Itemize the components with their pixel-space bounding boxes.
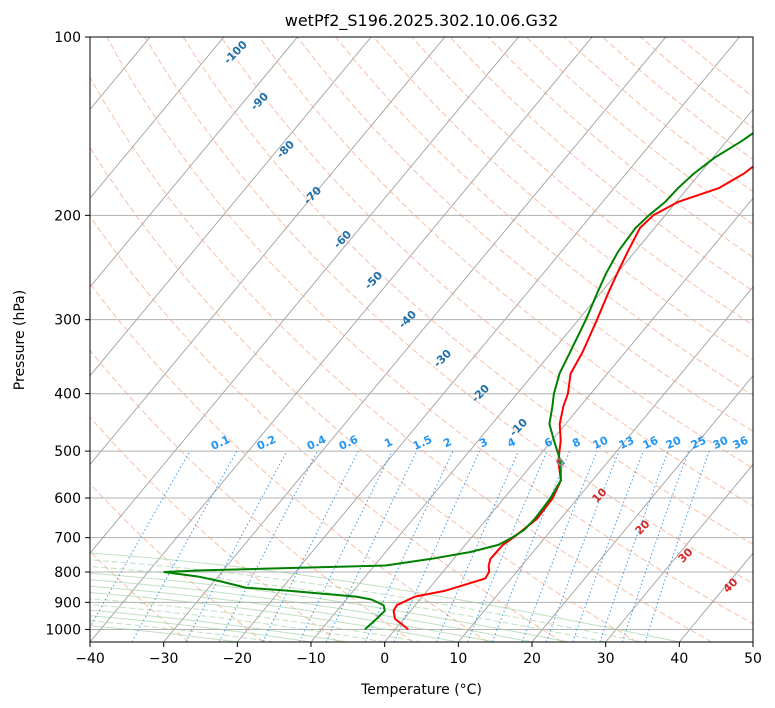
dry-adiabat (90, 483, 264, 642)
x-tick-label: 0 (380, 651, 389, 667)
y-tick-label: 100 (54, 30, 81, 46)
x-tick-label: −30 (149, 651, 179, 667)
isotherm (531, 375, 753, 642)
dry-adiabat (90, 349, 414, 642)
moist-adiabat (90, 604, 385, 642)
mixing-ratio-line (131, 450, 238, 642)
isotherm (0, 37, 3, 642)
y-tick-label: 200 (54, 208, 81, 224)
x-tick-label: −40 (75, 651, 105, 667)
x-tick-label: 10 (449, 651, 467, 667)
isotherm (605, 463, 753, 642)
reference-lines-layer (90, 37, 753, 642)
y-axis: 100 200 300 400 500 600 700 800 900 1000 (45, 30, 90, 638)
dry-adiabat (220, 37, 753, 507)
mixing-ratio-line (572, 450, 644, 642)
y-tick-label: 1000 (45, 622, 81, 638)
x-tick-label: 40 (670, 651, 688, 667)
y-tick-label: 400 (54, 387, 81, 403)
dry-adiabat (297, 37, 753, 432)
grid-layer (0, 37, 753, 642)
mixing-ratio-label: 36 (731, 434, 751, 452)
dry-adiabat (144, 37, 753, 585)
mixing-ratio-label: 20 (664, 434, 684, 452)
plot-area (90, 37, 753, 642)
isotherm (90, 37, 519, 554)
isotherm (90, 37, 446, 466)
isotherm (90, 37, 225, 199)
x-axis: −40 −30 −20 −10 0 10 20 30 40 50 (75, 642, 762, 667)
dry-adiabat (335, 37, 753, 396)
x-axis-label: Temperature (°C) (360, 682, 482, 698)
dry-adiabat (90, 416, 339, 642)
mixing-ratio-label: 25 (689, 434, 708, 452)
mixing-ratio-line (262, 450, 359, 642)
mixing-ratio-line (90, 450, 191, 629)
mixing-ratio-line (435, 450, 519, 642)
isotherm (236, 37, 740, 642)
x-tick-label: −20 (223, 651, 253, 667)
mixing-ratio-line (545, 450, 620, 642)
y-tick-label: 900 (54, 595, 81, 611)
plot-frame (89, 36, 754, 643)
mixing-ratio-label: 16 (641, 434, 661, 452)
dry-adiabat (106, 37, 753, 625)
isotherm (163, 37, 667, 642)
isotherm (752, 641, 753, 642)
x-tick-label: −10 (296, 651, 326, 667)
y-tick-label: 700 (54, 531, 81, 547)
x-tick-label: 50 (744, 651, 762, 667)
dry-adiabat (90, 550, 190, 642)
y-tick-label: 800 (54, 565, 81, 581)
dry-adiabat (90, 282, 488, 642)
isotherm (90, 37, 593, 642)
x-tick-label: 20 (523, 651, 541, 667)
y-tick-label: 300 (54, 313, 81, 329)
mixing-ratio-line (644, 450, 710, 642)
isotherm (457, 286, 753, 642)
dry-adiabat (90, 76, 712, 642)
dry-adiabat (90, 146, 638, 642)
mixing-ratio-line (185, 450, 288, 642)
moist-adiabat (90, 620, 275, 642)
mixing-ratio-line (521, 450, 598, 642)
temperature-profile-line (392, 165, 753, 631)
mixing-ratio-line (599, 450, 669, 642)
isotherm (384, 197, 753, 642)
mixing-ratio-line (621, 450, 690, 642)
mixing-ratio-line (393, 450, 481, 642)
chart-title: wetPf2_S196.2025.302.10.06.G32 (285, 11, 559, 31)
dry-adiabat (90, 215, 563, 642)
mixing-ratio-label: 30 (711, 434, 731, 452)
mixing-ratio-line (491, 450, 571, 642)
series-layer (163, 132, 753, 631)
y-tick-label: 500 (54, 444, 81, 460)
mixing-ratio-line (467, 450, 548, 642)
mixing-ratio-label: 10 (591, 434, 611, 452)
mixing-ratio-label: 13 (617, 434, 636, 452)
isotherm (90, 37, 372, 377)
isotherm (90, 37, 298, 288)
x-tick-label: 30 (597, 651, 615, 667)
dry-adiabat (182, 37, 753, 545)
y-tick-label: 600 (54, 491, 81, 507)
dry-adiabat (411, 37, 753, 326)
y-axis-label: Pressure (hPa) (12, 290, 28, 390)
dewpoint-profile-line (163, 132, 753, 631)
